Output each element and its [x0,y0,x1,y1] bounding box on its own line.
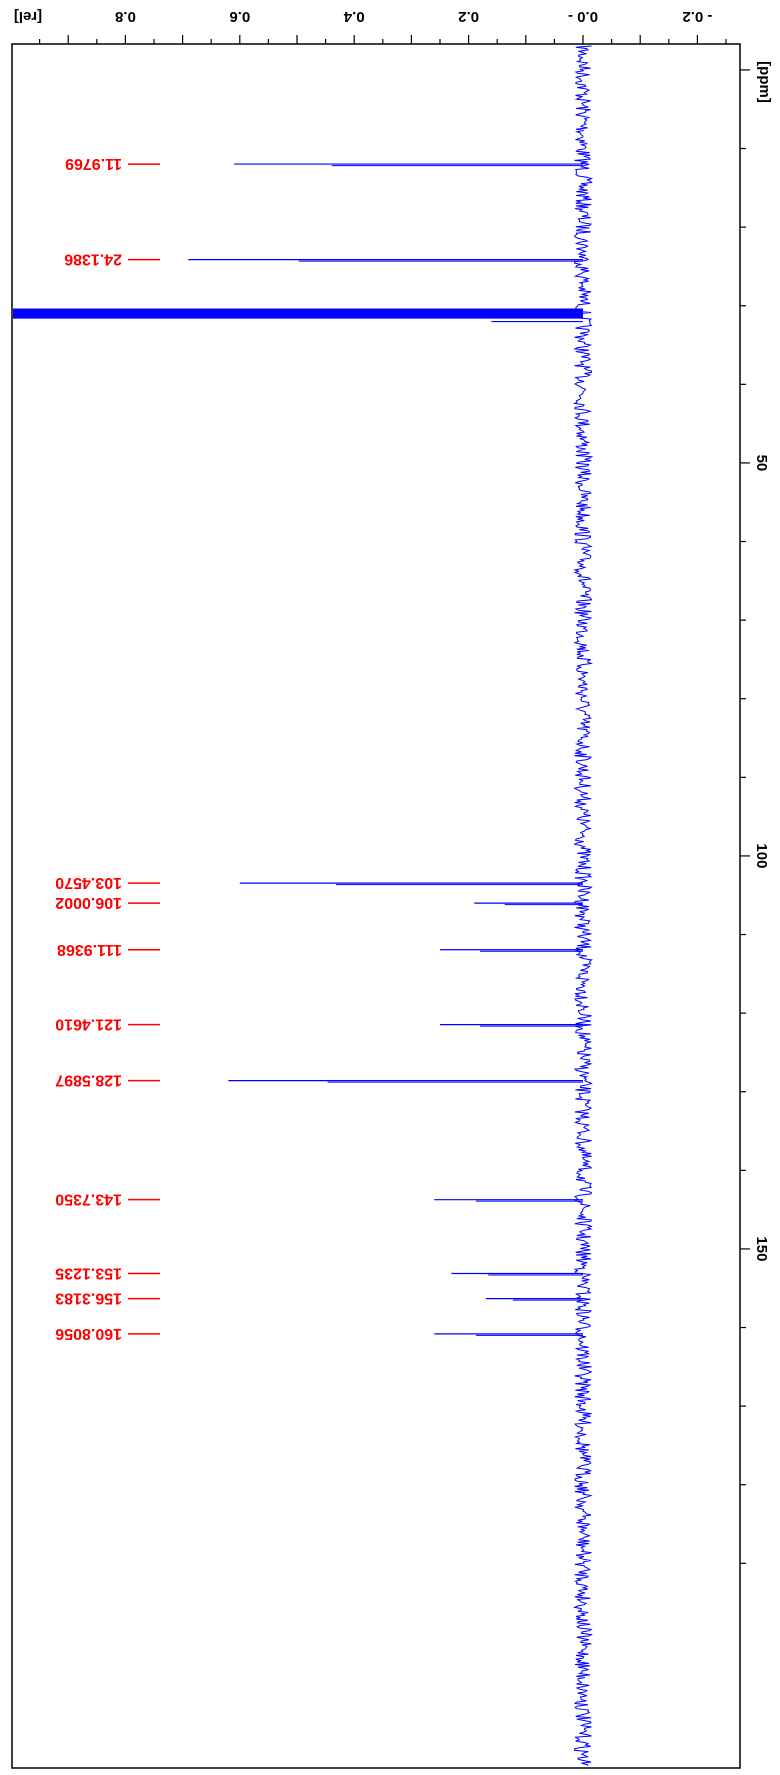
peak-label: 111.9368 [57,941,122,958]
baseline-noise [572,45,594,1767]
plot-border [11,43,741,1769]
x-tick-label: 50 [753,455,770,472]
peak-labels: 11.9769 24.1386 103.4570 106.0002 111.9368 12… [55,155,160,1342]
peak-label: 143.7350 [55,1191,122,1208]
y-tick-label: 0.0 - [568,8,598,25]
y-tick-label: - 0.2 [682,8,712,25]
y-tick-label: 0.2 [458,8,479,25]
peak-label: 153.1235 [55,1264,122,1281]
peak-label: 106.0002 [55,894,122,911]
y-axis-unit-label: [rel] [14,8,42,25]
peak-label: 11.9769 [65,155,122,172]
x-tick-label: 150 [753,1236,770,1261]
peak-label: 128.5897 [55,1072,122,1089]
y-axis-top: 0.8 0.6 0.4 0.2 0.0 - - 0.2 [38,8,727,44]
peak-label: 24.1386 [64,251,122,268]
peak-label: 160.8056 [55,1325,122,1342]
peak-label: 156.3183 [55,1290,122,1307]
y-tick-label: 0.6 [229,8,250,25]
peak-label: 103.4570 [55,874,122,891]
spectrum-trace [13,45,594,1767]
y-tick-label: 0.4 [343,8,365,25]
peak-label: 121.4610 [55,1016,122,1033]
y-tick-label: 0.8 [115,8,136,25]
plot-frame [11,43,741,1769]
x-axis-right: 50 100 150 [740,69,770,1564]
x-tick-label: 100 [753,843,770,868]
x-axis-unit-label: [ppm] [756,61,773,103]
